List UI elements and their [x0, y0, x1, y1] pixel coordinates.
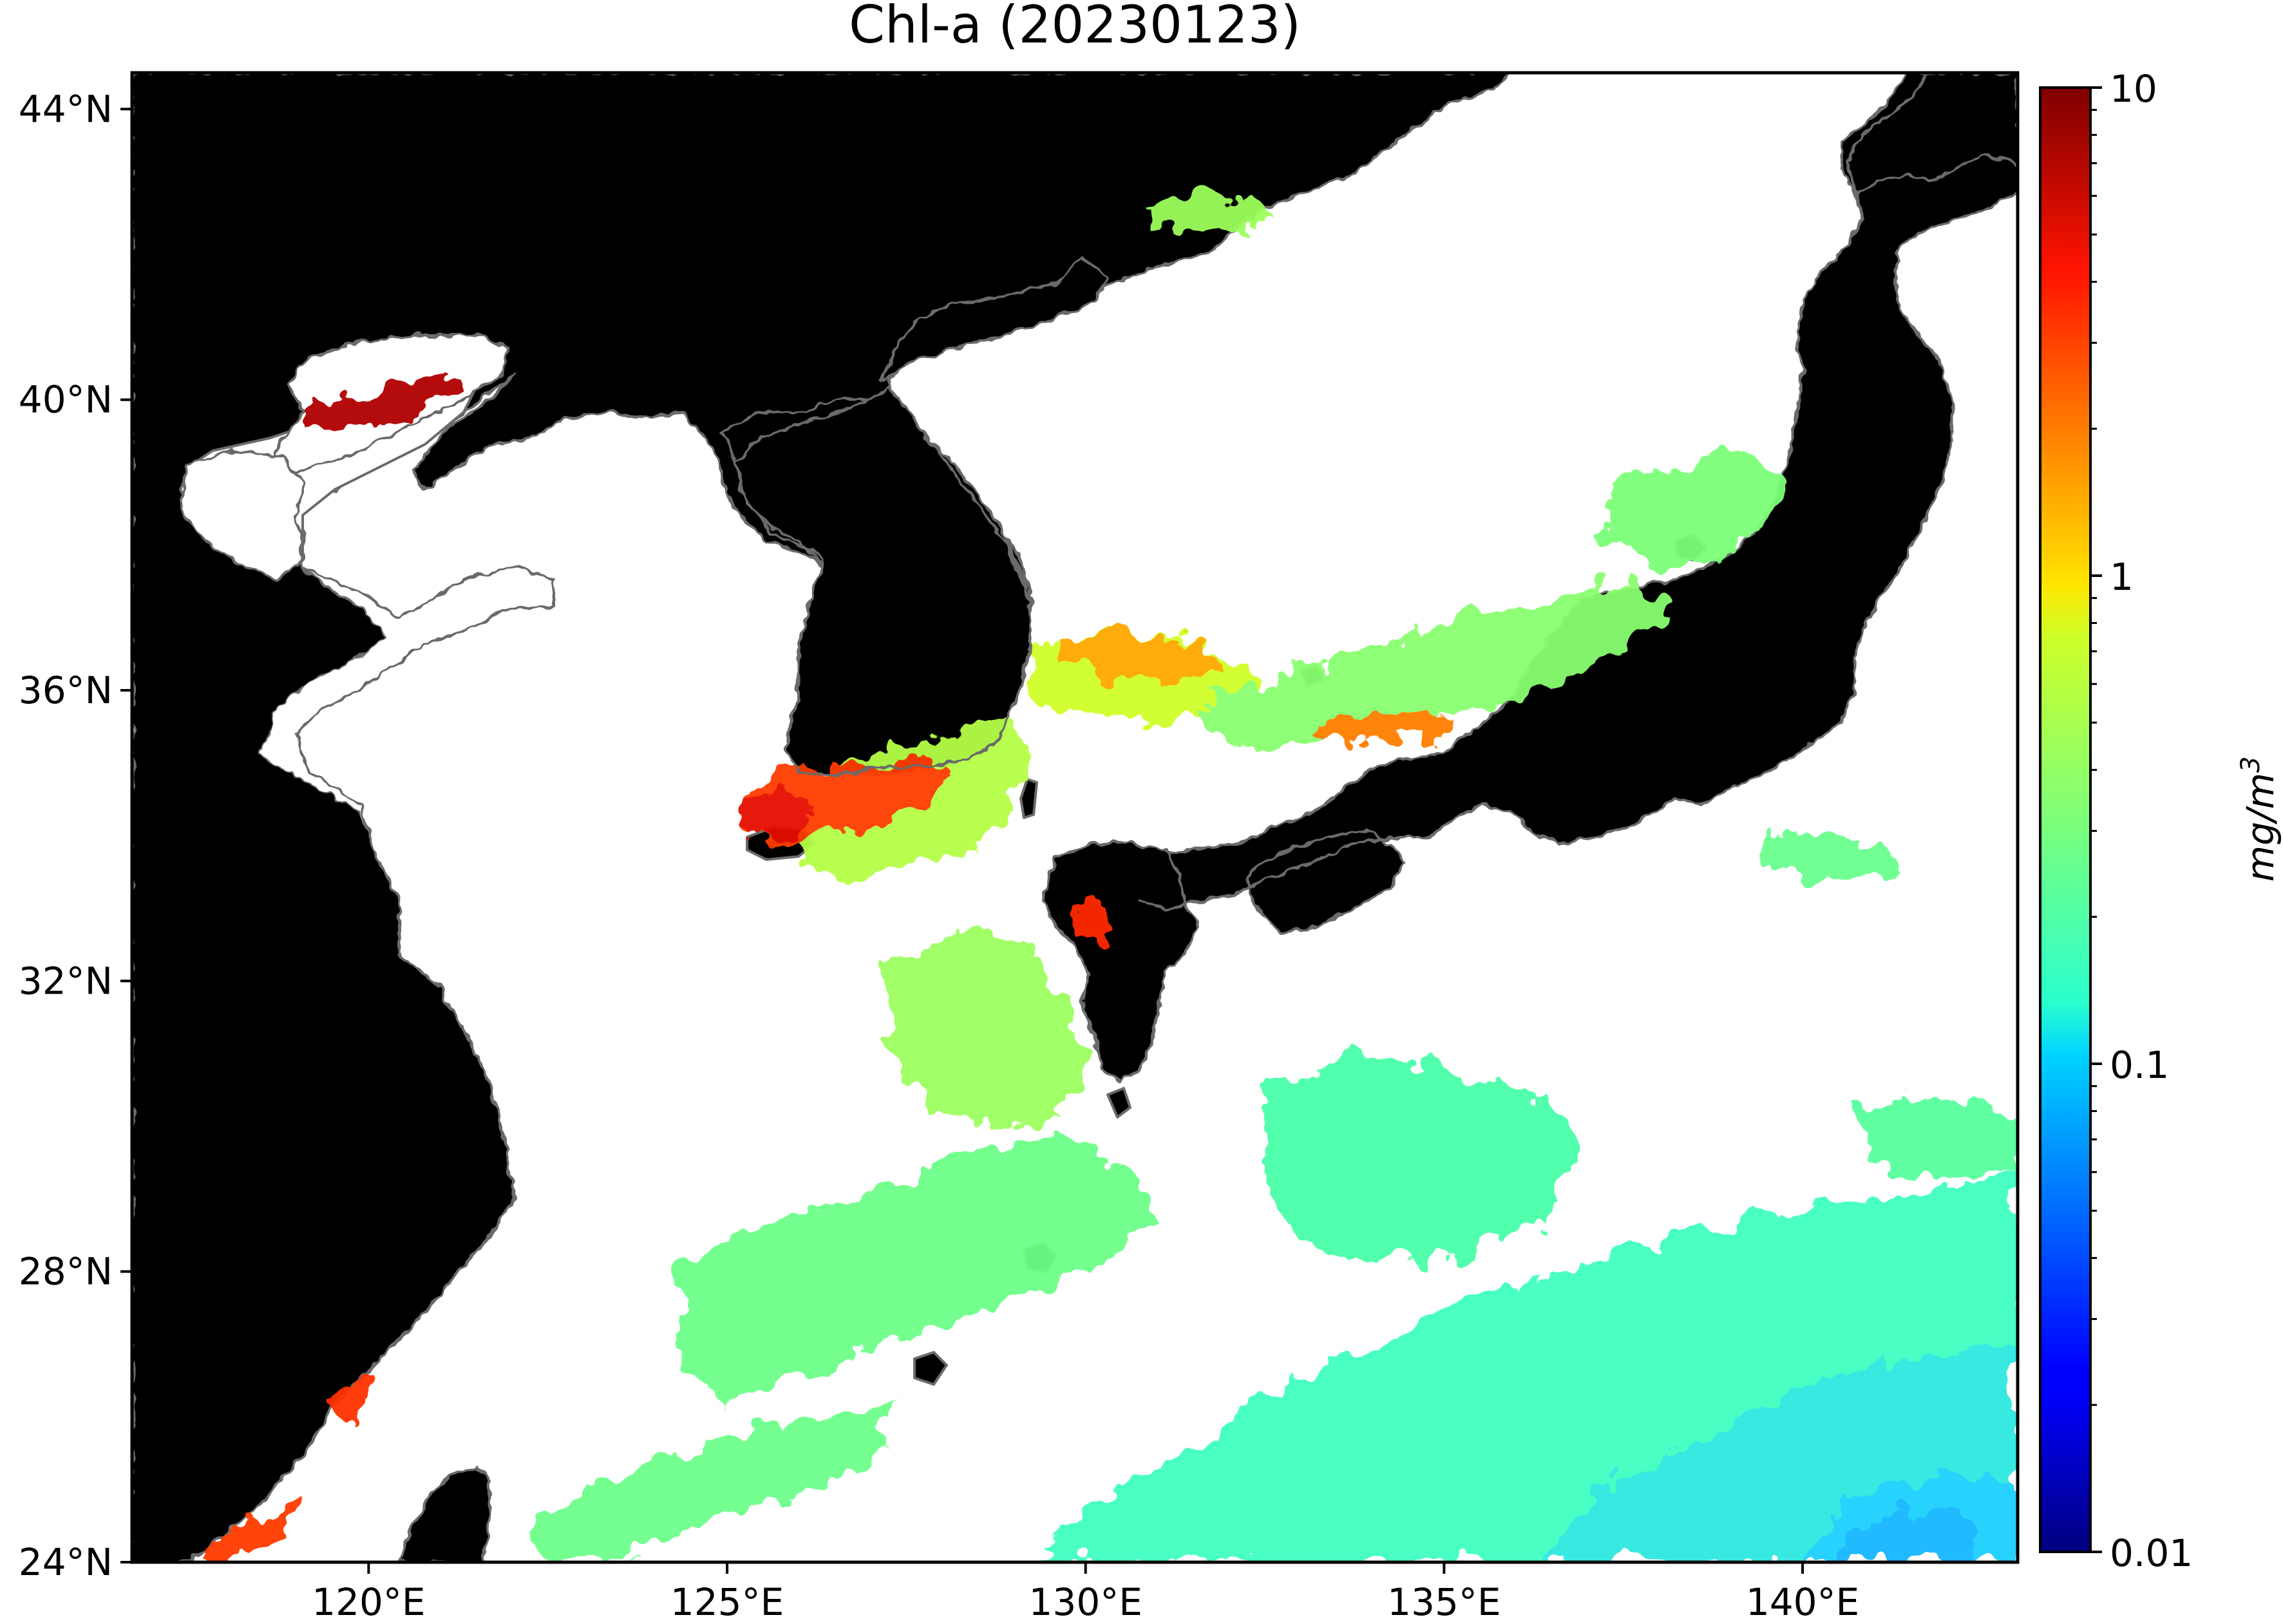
chl-patch-honshu-coast-orange [1314, 715, 1455, 741]
chl-patch-china-coast-high [193, 1500, 296, 1562]
lat-tick-label: 32°N [19, 959, 113, 1003]
lat-tick-label: 24°N [19, 1540, 113, 1584]
chl-patch-bohai-high [303, 373, 464, 438]
lat-tick-label: 44°N [19, 87, 113, 131]
chlorophyll-layer [193, 193, 2018, 1562]
colorbar-label-superscript: 3 [2236, 757, 2266, 773]
colorbar-tick-label: 0.01 [2110, 1531, 2193, 1575]
land-okinawa [913, 1351, 948, 1386]
chl-patch-korea-southwest-peak [741, 786, 811, 837]
colorbar-ticks: 10 1 0.1 0.01 [2090, 67, 2193, 1575]
lon-tick-label: 120°E [312, 1580, 425, 1624]
lon-tick-label: 125°E [670, 1580, 784, 1624]
chl-patch-ryukyu-band [676, 1133, 1159, 1404]
chl-patch-pacific-far-east [1855, 1095, 2018, 1178]
chl-patch-china-coast-high-north [341, 1365, 380, 1423]
map-area [132, 73, 2018, 1562]
chl-patch-east-china-sea [889, 927, 1082, 1133]
lon-ticks: 120°E 125°E 130°E 135°E 140°E [312, 1562, 1859, 1624]
chl-patch-pacific-south-deep [1835, 1507, 1984, 1562]
chl-patch-japan-sea-north [1610, 451, 1777, 567]
coastline-korea [784, 385, 1032, 777]
chl-patch-pacific-east-mid [1765, 831, 1900, 882]
lat-ticks: 24°N 28°N 32°N 36°N 40°N 44°N [19, 87, 132, 1584]
land-tanegashima [1106, 1087, 1132, 1119]
chl-patch-japan-sea [1198, 580, 1674, 747]
land-bohai-sea-west [179, 449, 304, 581]
coastline-japan-south [1139, 797, 1701, 909]
lat-tick-label: 28°N [19, 1250, 113, 1294]
chl-patch-east-china-sea-south [528, 1404, 889, 1562]
lat-tick-label: 36°N [19, 668, 113, 712]
chl-patch-philippine-sea [1262, 1050, 1578, 1262]
map-title: Chl-a (20230123) [849, 0, 1301, 55]
coastline-layer [784, 385, 1701, 909]
colorbar-frame [2039, 86, 2092, 1553]
lon-tick-label: 135°E [1387, 1580, 1501, 1624]
land-shandong-coastline [185, 565, 555, 1562]
chl-patch-kyushu-high [1075, 895, 1108, 940]
lon-tick-label: 140°E [1746, 1580, 1859, 1624]
colorbar [2040, 88, 2090, 1552]
colorbar-tick-label: 1 [2110, 555, 2134, 599]
lon-tick-label: 130°E [1029, 1580, 1142, 1624]
land-taiwan [398, 1467, 491, 1562]
map-frame [130, 71, 2020, 1564]
land-hokkaido [1847, 73, 2018, 194]
land-yellow-sea [258, 567, 844, 1533]
colorbar-tick-label: 10 [2110, 67, 2157, 111]
land-tsushima [1019, 778, 1038, 819]
lat-tick-label: 40°N [19, 378, 113, 422]
chl-patch-korea-east-high [1056, 631, 1224, 683]
colorbar-tick-label: 0.1 [2110, 1043, 2169, 1087]
colorbar-label: mg/m3 [2236, 757, 2282, 882]
chl-patch-peter-the-great-bay [1146, 193, 1275, 232]
land-shikoku [1248, 829, 1405, 935]
